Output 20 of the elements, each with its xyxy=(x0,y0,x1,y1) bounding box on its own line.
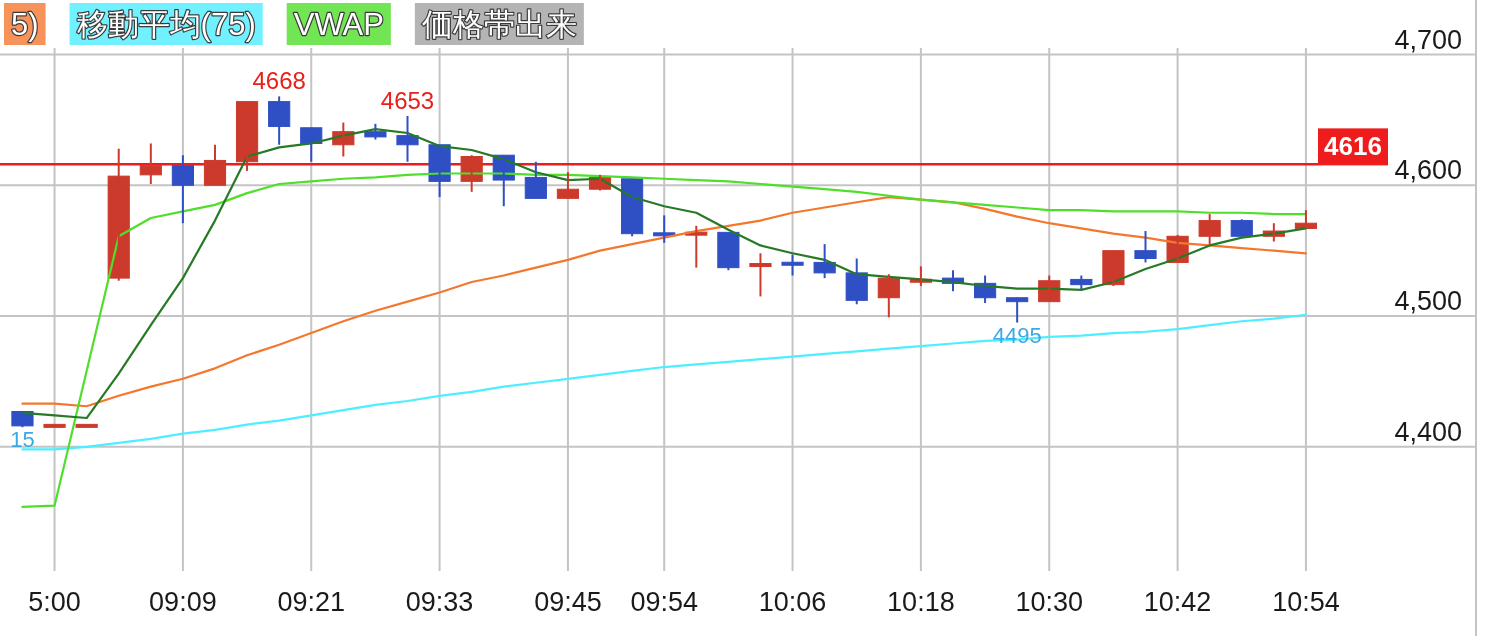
x-tick-label: 10:06 xyxy=(758,587,827,617)
x-tick-label: 10:54 xyxy=(1272,587,1340,617)
x-tick-label: 10:18 xyxy=(887,587,955,617)
x-tick-label: 5:00 xyxy=(28,587,81,617)
x-tick-label: 09:09 xyxy=(149,587,217,617)
x-tick-label: 10:42 xyxy=(1143,587,1212,617)
legend: 5) 移動平均(75) VWAP 価格帯出来 xyxy=(4,3,584,45)
ref-line-label: 4616 xyxy=(1324,131,1382,162)
annotation: 15 xyxy=(10,427,35,453)
y-tick-label: 4,400 xyxy=(1394,416,1462,447)
y-tick-label: 4,500 xyxy=(1394,286,1462,317)
x-tick-label: 09:45 xyxy=(534,587,602,617)
x-tick-label: 09:54 xyxy=(630,587,698,617)
x-tick-label: 09:33 xyxy=(405,587,474,617)
y-tick-label: 4,600 xyxy=(1394,155,1462,186)
x-tick-label: 10:30 xyxy=(1015,587,1084,617)
annotation: 4668 xyxy=(252,67,306,95)
y-tick-label: 4,700 xyxy=(1394,24,1462,55)
x-tick-label: 09:21 xyxy=(277,587,346,617)
annotation: 4653 xyxy=(380,87,435,114)
